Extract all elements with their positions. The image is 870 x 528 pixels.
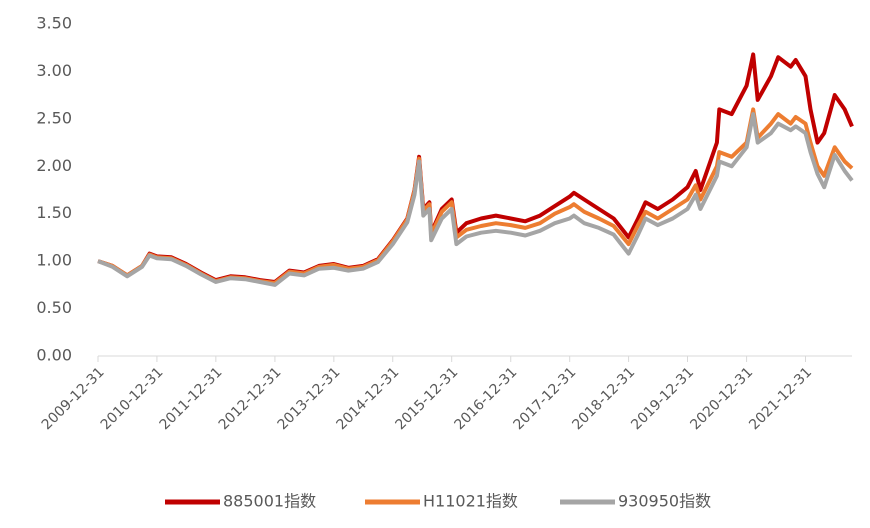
y-tick-label: 1.50 <box>36 203 72 222</box>
y-tick-label: 0.00 <box>36 346 72 365</box>
legend-item: 930950指数 <box>560 492 711 511</box>
y-tick-label: 3.00 <box>36 61 72 80</box>
y-tick-label: 3.50 <box>36 14 72 33</box>
x-tick-label: 2019-12-31 <box>628 364 697 433</box>
x-tick-label: 2015-12-31 <box>392 364 461 433</box>
legend-item: 885001指数 <box>165 492 316 511</box>
series-line <box>97 52 854 284</box>
y-tick-label: 2.50 <box>36 108 72 127</box>
y-tick-label: 2.00 <box>36 156 72 175</box>
legend-label: 930950指数 <box>618 492 711 511</box>
x-tick-label: 2021-12-31 <box>746 364 815 433</box>
legend-label: H11021指数 <box>423 492 518 511</box>
y-tick-label: 0.50 <box>36 298 72 317</box>
series-line <box>97 107 854 285</box>
x-tick-label: 2011-12-31 <box>157 364 226 433</box>
y-tick-label: 1.00 <box>36 251 72 270</box>
legend-label: 885001指数 <box>223 492 316 511</box>
legend-item: H11021指数 <box>365 492 518 511</box>
series-line <box>97 112 854 287</box>
